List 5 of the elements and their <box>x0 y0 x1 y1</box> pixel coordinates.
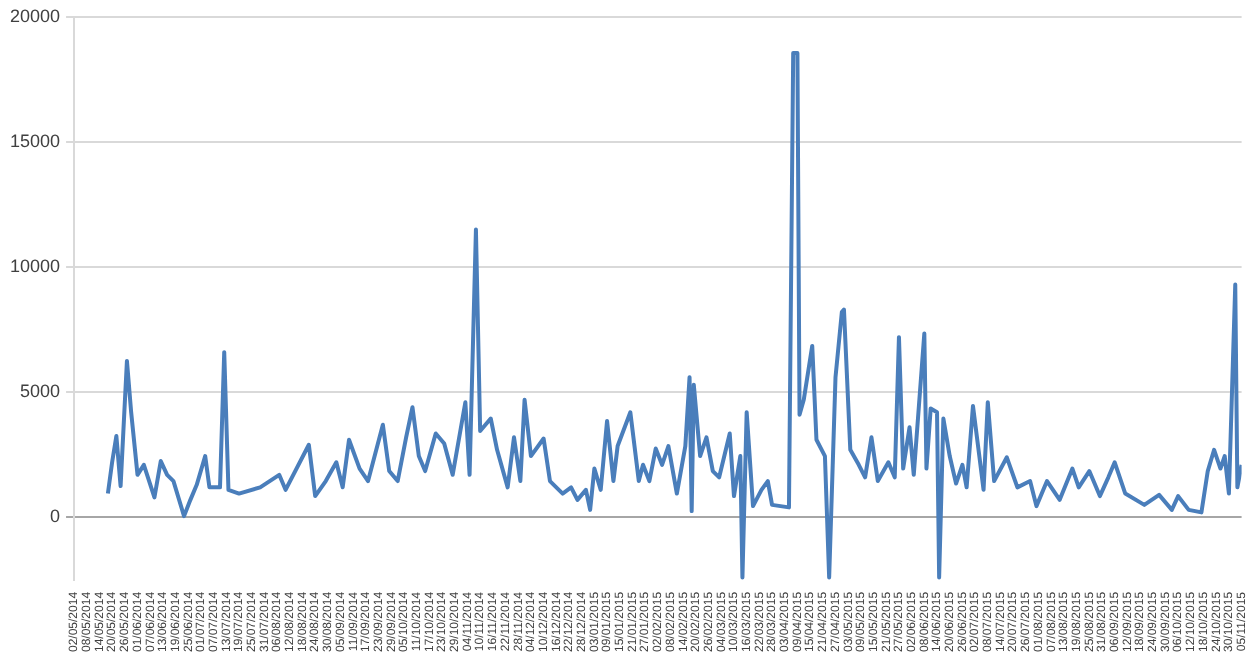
y-tick-label: 15000 <box>9 130 61 151</box>
y-tick-label: 10000 <box>9 256 61 277</box>
y-tick-label: 5000 <box>19 381 61 402</box>
y-tick-label: 0 <box>50 506 61 527</box>
y-tick-label: 20000 <box>9 5 61 26</box>
